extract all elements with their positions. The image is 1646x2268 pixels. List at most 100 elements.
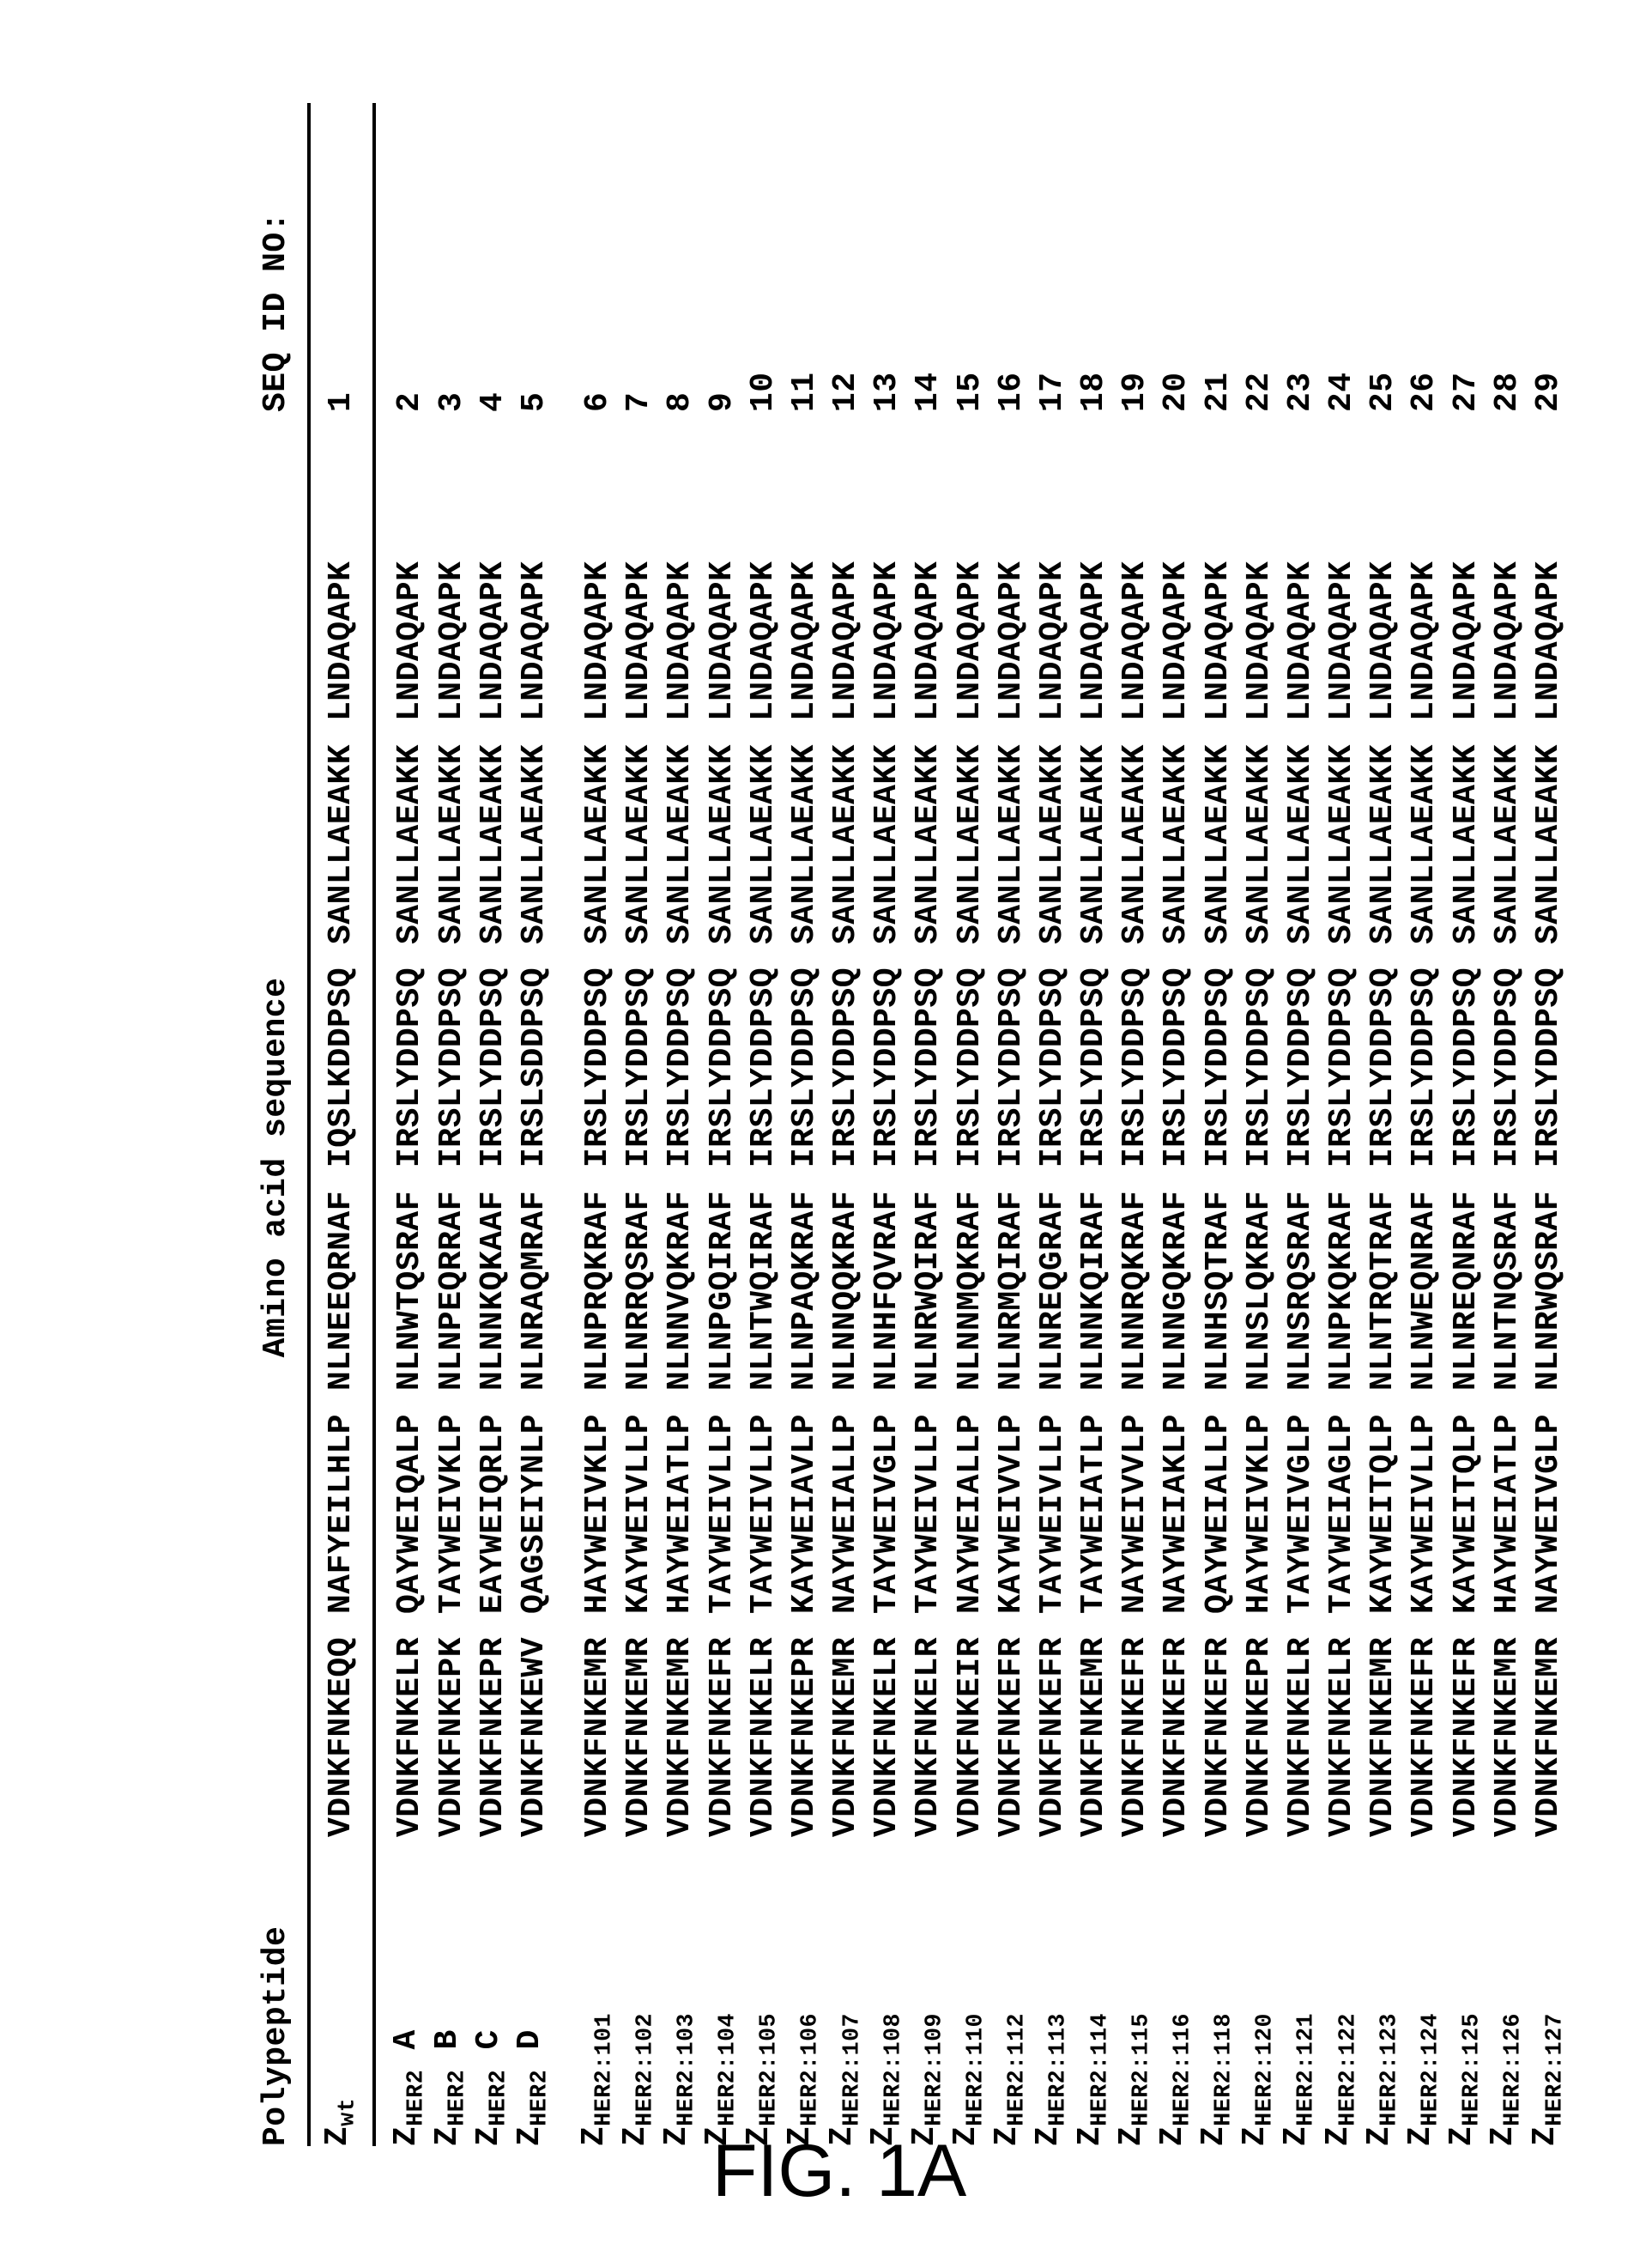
sequence-cell: IQSLKDDPSQ <box>309 944 374 1167</box>
sequence-cell: TAYWEIVGLP <box>1278 1391 1319 1614</box>
sequence-cell: VDNKFNKEMR <box>1527 1614 1568 1837</box>
sequence-cell: SANLLAEAKK <box>741 721 782 944</box>
spacer-cell <box>511 412 575 498</box>
sequence-cell: SANLLAEAKK <box>1278 721 1319 944</box>
sequence-cell: SANLLAEAKK <box>511 721 575 944</box>
sequence-cell: IRSLYDDPSQ <box>429 944 470 1167</box>
spacer-cell <box>374 412 429 498</box>
polypeptide-cell: ZHER2:127 <box>1527 1837 1568 2146</box>
seq-id-cell: 15 <box>947 103 989 412</box>
sequence-cell: NLNSLQKRAF <box>1237 1167 1278 1391</box>
sequence-cell: IRSLYDDPSQ <box>1237 944 1278 1167</box>
sequence-cell: LNDAQAPK <box>947 498 989 721</box>
sequence-cell: SANLLAEAKK <box>1195 721 1237 944</box>
sequence-cell: SANLLAEAKK <box>1361 721 1402 944</box>
polypeptide-cell: ZHER2:126 <box>1485 1837 1526 2146</box>
spacer-cell <box>989 412 1030 498</box>
spacer-cell <box>1030 412 1071 498</box>
sequence-cell: KAYWEITQLP <box>1361 1391 1402 1614</box>
spacer-cell <box>699 412 741 498</box>
polypeptide-cell: ZHER2 C <box>470 1837 511 2146</box>
sequence-cell: TAYWEIVLLP <box>906 1391 947 1614</box>
table-row: ZHER2:112VDNKFNKEFRKAYWEIVVLPNLNRMQIRAFI… <box>989 103 1030 2146</box>
sequence-cell: NLNNKQKAAF <box>470 1167 511 1391</box>
table-row: ZHER2 DVDNKFNKEWVQAGSEIYNLPNLNRAQMRAFIRS… <box>511 103 575 2146</box>
sequence-cell: NLNREQGRAF <box>1030 1167 1071 1391</box>
sequence-cell: LNDAQAPK <box>1361 498 1402 721</box>
sequence-cell: NLNNVQKRAF <box>658 1167 699 1391</box>
sequence-cell: SANLLAEAKK <box>1402 721 1443 944</box>
sequence-cell: NAFYEILHLP <box>309 1391 374 1614</box>
spacer-cell <box>470 412 511 498</box>
sequence-cell: NLNTWQIRAF <box>741 1167 782 1391</box>
seq-id-cell: 9 <box>699 103 741 412</box>
sequence-cell: NLNTNQSRAF <box>1485 1167 1526 1391</box>
sequence-cell: LNDAQAPK <box>989 498 1030 721</box>
sequence-cell: SANLLAEAKK <box>1113 721 1154 944</box>
sequence-cell: KAYWEIVLLP <box>1402 1391 1443 1614</box>
sequence-cell: NAYWEIVGLP <box>1527 1391 1568 1614</box>
sequence-cell: LNDAQAPK <box>865 498 906 721</box>
sequence-cell: QAGSEIYNLP <box>511 1391 575 1614</box>
sequence-cell: VDNKFNKEMR <box>1485 1614 1526 1837</box>
seq-id-cell: 19 <box>1113 103 1154 412</box>
sequence-cell: NAYWEIALLP <box>824 1391 865 1614</box>
sequence-cell: VDNKFNKELR <box>906 1614 947 1837</box>
sequence-cell: TAYWEIVLLP <box>741 1391 782 1614</box>
sequence-cell: SANLLAEAKK <box>1154 721 1195 944</box>
sequence-cell: KAYWEIAVLP <box>782 1391 823 1614</box>
col-spacer <box>257 412 309 498</box>
table-row: ZHER2:125VDNKFNKEFRKAYWEITQLPNLNREQNRAFI… <box>1443 103 1485 2146</box>
sequence-cell: LNDAQAPK <box>374 498 429 721</box>
spacer-cell <box>429 412 470 498</box>
sequence-cell: VDNKFNKEMR <box>824 1614 865 1837</box>
sequence-cell: LNDAQAPK <box>429 498 470 721</box>
sequence-cell: KAYWEIVLLP <box>617 1391 658 1614</box>
sequence-cell: HAYWEIATLP <box>1485 1391 1526 1614</box>
sequence-cell: SANLLAEAKK <box>374 721 429 944</box>
sequence-cell: NAYWEIAKLP <box>1154 1391 1195 1614</box>
sequence-cell: LNDAQAPK <box>1320 498 1361 721</box>
sequence-cell: KAYWEIVVLP <box>989 1391 1030 1614</box>
sequence-cell: NLNNMQKRAF <box>947 1167 989 1391</box>
sequence-cell: LNDAQAPK <box>1030 498 1071 721</box>
seq-id-cell: 12 <box>824 103 865 412</box>
seq-id-cell: 14 <box>906 103 947 412</box>
polypeptide-cell: ZHER2:110 <box>947 1837 989 2146</box>
sequence-cell: IRSLYDDPSQ <box>1443 944 1485 1167</box>
seq-id-cell: 6 <box>576 103 617 412</box>
table-row: ZHER2:113VDNKFNKEFRTAYWEIVLLPNLNREQGRAFI… <box>1030 103 1071 2146</box>
sequence-cell: NLNEEQRNAF <box>309 1167 374 1391</box>
table-row: ZHER2:109VDNKFNKELRTAYWEIVLLPNLNRWQIRAFI… <box>906 103 947 2146</box>
sequence-cell: SANLLAEAKK <box>309 721 374 944</box>
spacer-cell <box>658 412 699 498</box>
sequence-cell: NLNPKQKRAF <box>1320 1167 1361 1391</box>
table-row: ZHER2:127VDNKFNKEMRNAYWEIVGLPNLNRWQSRAFI… <box>1527 103 1568 2146</box>
polypeptide-cell: ZHER2:112 <box>989 1837 1030 2146</box>
sequence-cell: LNDAQAPK <box>309 498 374 721</box>
sequence-cell: LNDAQAPK <box>1237 498 1278 721</box>
spacer-cell <box>1402 412 1443 498</box>
sequence-cell: SANLLAEAKK <box>429 721 470 944</box>
polypeptide-cell: ZHER2:118 <box>1195 1837 1237 2146</box>
table-row: ZHER2:115VDNKFNKEFRNAYWEIVVLPNLNNRQKRAFI… <box>1113 103 1154 2146</box>
rotated-content: Polypeptide Amino acid sequence SEQ ID N… <box>223 120 1585 2163</box>
spacer-cell <box>1195 412 1237 498</box>
sequence-cell: VDNKFNKEPK <box>429 1614 470 1837</box>
spacer-cell <box>1320 412 1361 498</box>
seq-id-cell: 10 <box>741 103 782 412</box>
sequence-cell: LNDAQAPK <box>906 498 947 721</box>
polypeptide-cell: ZHER2:109 <box>906 1837 947 2146</box>
sequence-cell: TAYWEIVGLP <box>865 1391 906 1614</box>
seq-id-cell: 29 <box>1527 103 1568 412</box>
spacer-cell <box>1485 412 1526 498</box>
table-row: ZHER2:120VDNKFNKEPRHAYWEIVKLPNLNSLQKRAFI… <box>1237 103 1278 2146</box>
table-row: ZHER2:107VDNKFNKEMRNAYWEIALLPNLNNQQKRAFI… <box>824 103 865 2146</box>
table-row: ZHER2:114VDNKFNKEMRTAYWEIATLPNLNNKQIRAFI… <box>1072 103 1113 2146</box>
sequence-cell: SANLLAEAKK <box>699 721 741 944</box>
sequence-cell: IRSLSDDPSQ <box>511 944 575 1167</box>
table-row: ZHER2:116VDNKFNKEFRNAYWEIAKLPNLNNGQKRAFI… <box>1154 103 1195 2146</box>
table-row: ZHER2:104VDNKFNKEFRTAYWEIVLLPNLNPGQIRAFI… <box>699 103 741 2146</box>
sequence-cell: IRSLYDDPSQ <box>374 944 429 1167</box>
table-row: ZwtVDNKFNKEQQNAFYEILHLPNLNEEQRNAFIQSLKDD… <box>309 103 374 2146</box>
